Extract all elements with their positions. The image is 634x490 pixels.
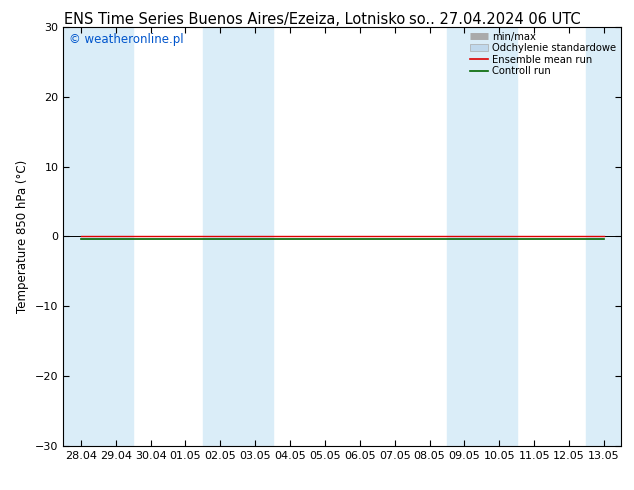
- Text: ENS Time Series Buenos Aires/Ezeiza, Lotnisko: ENS Time Series Buenos Aires/Ezeiza, Lot…: [64, 12, 405, 27]
- Bar: [203, 27, 238, 446]
- Text: so.. 27.04.2024 06 UTC: so.. 27.04.2024 06 UTC: [409, 12, 580, 27]
- Bar: [238, 27, 273, 446]
- Bar: [63, 27, 98, 446]
- Bar: [482, 27, 517, 446]
- Text: © weatheronline.pl: © weatheronline.pl: [69, 33, 184, 46]
- Bar: [586, 27, 621, 446]
- Y-axis label: Temperature 850 hPa (°C): Temperature 850 hPa (°C): [16, 160, 30, 313]
- Bar: [447, 27, 482, 446]
- Legend: min/max, Odchylenie standardowe, Ensemble mean run, Controll run: min/max, Odchylenie standardowe, Ensembl…: [468, 30, 618, 78]
- Bar: [98, 27, 133, 446]
